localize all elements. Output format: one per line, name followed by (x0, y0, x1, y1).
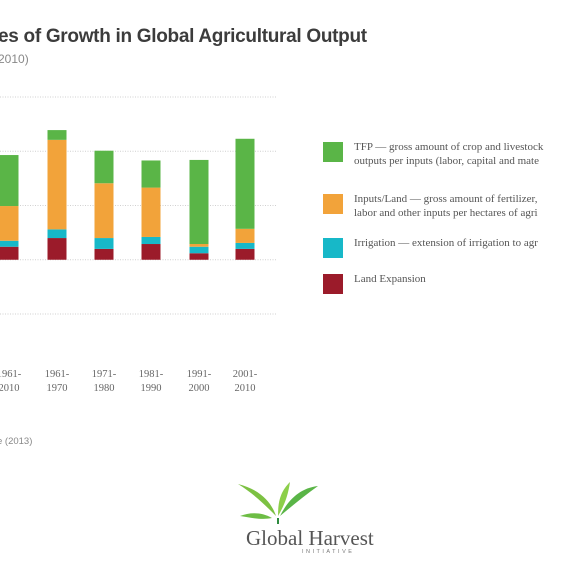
x-tick-label: 1990 (141, 383, 162, 394)
logo-wordmark: Global Harvest (246, 526, 374, 550)
legend: TFP — gross amount of crop and livestock… (323, 141, 544, 294)
source-note: e (2013) (0, 436, 33, 447)
bar-segment (94, 238, 114, 249)
bar-segment (189, 246, 209, 254)
gridlines (0, 96, 276, 315)
x-tick-label: 1971- (92, 369, 117, 380)
bar-segment (47, 229, 67, 239)
bar-segment (94, 248, 114, 260)
bar-segment (141, 187, 161, 237)
legend-label: outputs per inputs (labor, capital and m… (354, 155, 539, 167)
bar-segment (0, 155, 19, 207)
x-tick-label: 2010 (235, 383, 256, 394)
legend-swatch (323, 238, 343, 258)
bar-segment (235, 248, 255, 260)
legend-swatch (323, 274, 343, 294)
x-tick-label: 1991- (187, 369, 212, 380)
x-tick-label: 1980 (94, 383, 115, 394)
chart-subtitle: 2010) (0, 52, 29, 66)
x-tick-label: 2010 (0, 383, 20, 394)
x-tick-label: 2000 (189, 383, 210, 394)
legend-label: TFP — gross amount of crop and livestock (354, 141, 544, 153)
bar-segment (235, 138, 255, 229)
bars (0, 130, 255, 260)
bar-segment (141, 244, 161, 260)
x-tick-label: 1961- (45, 369, 70, 380)
x-tick-label: 2001- (233, 369, 258, 380)
bar-segment (94, 150, 114, 184)
bar-segment (47, 139, 67, 230)
bar-segment (0, 246, 19, 260)
bar-segment (94, 183, 114, 239)
bar-segment (0, 240, 19, 247)
bar-segment (189, 253, 209, 260)
x-tick-label: 1961- (0, 369, 22, 380)
legend-label: Land Expansion (354, 273, 426, 285)
bar-segment (189, 159, 209, 245)
bar-segment (189, 244, 209, 247)
bar-segment (235, 228, 255, 243)
bar-segment (235, 242, 255, 249)
chart-plot: 1961- 2010 1961- 1970 1971- 1980 1981- 1990 1991… (0, 96, 544, 394)
leaf-logo-icon (238, 482, 318, 524)
bar-segment (47, 130, 67, 140)
x-tick-label: 1970 (47, 383, 68, 394)
x-tick-labels: 1961- 2010 1961- 1970 1971- 1980 1981- 1990 1991… (0, 369, 258, 394)
legend-swatch (323, 194, 343, 214)
bar-segment (141, 160, 161, 188)
legend-label: labor and other inputs per hectares of a… (354, 207, 538, 219)
x-tick-label: 1981- (139, 369, 164, 380)
bar-segment (47, 238, 67, 260)
legend-label: Irrigation — extension of irrigation to … (354, 237, 538, 249)
logo-tagline: INITIATIVE (302, 549, 355, 555)
bar-segment (141, 236, 161, 245)
bar-segment (0, 206, 19, 241)
chart-title: es of Growth in Global Agricultural Outp… (0, 26, 367, 47)
legend-label: Inputs/Land — gross amount of fertilizer… (354, 193, 538, 205)
legend-swatch (323, 142, 343, 162)
